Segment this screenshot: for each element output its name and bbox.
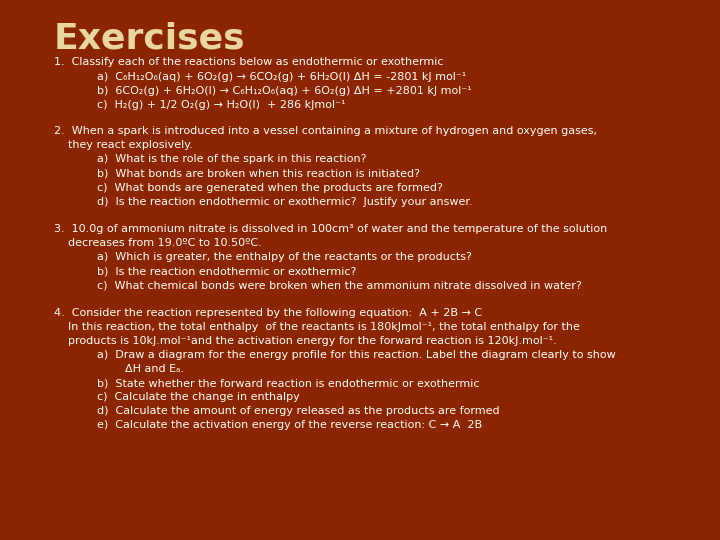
Text: b)  6CO₂(g) + 6H₂O(l) → C₆H₁₂O₆(aq) + 6O₂(g) ΔH = +2801 kJ mol⁻¹: b) 6CO₂(g) + 6H₂O(l) → C₆H₁₂O₆(aq) + 6O₂…: [97, 86, 472, 97]
Text: c)  What chemical bonds were broken when the ammonium nitrate dissolved in water: c) What chemical bonds were broken when …: [97, 280, 582, 291]
Text: a)  C₆H₁₂O₆(aq) + 6O₂(g) → 6CO₂(g) + 6H₂O(l) ΔH = -2801 kJ mol⁻¹: a) C₆H₁₂O₆(aq) + 6O₂(g) → 6CO₂(g) + 6H₂O…: [97, 72, 467, 83]
Text: a)  Which is greater, the enthalpy of the reactants or the products?: a) Which is greater, the enthalpy of the…: [97, 252, 472, 262]
Text: 4.  Consider the reaction represented by the following equation:  A + 2B → C: 4. Consider the reaction represented by …: [54, 308, 482, 318]
Text: products is 10kJ.mol⁻¹and the activation energy for the forward reaction is 120k: products is 10kJ.mol⁻¹and the activation…: [54, 336, 557, 346]
Text: a)  Draw a diagram for the energy profile for this reaction. Label the diagram c: a) Draw a diagram for the energy profile…: [97, 350, 616, 360]
Text: 3.  10.0g of ammonium nitrate is dissolved in 100cm³ of water and the temperatur: 3. 10.0g of ammonium nitrate is dissolve…: [54, 224, 607, 234]
Text: c)  Calculate the change in enthalpy: c) Calculate the change in enthalpy: [97, 392, 300, 402]
Text: c)  H₂(g) + 1/2 O₂(g) → H₂O(l)  + 286 kJmol⁻¹: c) H₂(g) + 1/2 O₂(g) → H₂O(l) + 286 kJmo…: [97, 100, 346, 111]
Text: 1.  Classify each of the reactions below as endothermic or exothermic: 1. Classify each of the reactions below …: [54, 57, 444, 67]
Text: a)  What is the role of the spark in this reaction?: a) What is the role of the spark in this…: [97, 154, 366, 165]
Text: e)  Calculate the activation energy of the reverse reaction: C → A  2B: e) Calculate the activation energy of th…: [97, 420, 482, 430]
Text: b)  What bonds are broken when this reaction is initiated?: b) What bonds are broken when this react…: [97, 168, 420, 179]
Text: d)  Is the reaction endothermic or exothermic?  Justify your answer.: d) Is the reaction endothermic or exothe…: [97, 197, 473, 207]
Text: b)  Is the reaction endothermic or exothermic?: b) Is the reaction endothermic or exothe…: [97, 266, 356, 276]
Text: c)  What bonds are generated when the products are formed?: c) What bonds are generated when the pro…: [97, 183, 443, 193]
Text: they react explosively.: they react explosively.: [54, 140, 193, 151]
Text: In this reaction, the total enthalpy  of the reactants is 180kJmol⁻¹, the total : In this reaction, the total enthalpy of …: [54, 322, 580, 332]
Text: Exercises: Exercises: [54, 22, 246, 56]
Text: ΔH and Eₐ.: ΔH and Eₐ.: [97, 364, 184, 374]
Text: decreases from 19.0ºC to 10.50ºC.: decreases from 19.0ºC to 10.50ºC.: [54, 238, 262, 248]
Text: b)  State whether the forward reaction is endothermic or exothermic: b) State whether the forward reaction is…: [97, 378, 480, 388]
Text: 2.  When a spark is introduced into a vessel containing a mixture of hydrogen an: 2. When a spark is introduced into a ves…: [54, 126, 597, 137]
Text: d)  Calculate the amount of energy released as the products are formed: d) Calculate the amount of energy releas…: [97, 406, 500, 416]
